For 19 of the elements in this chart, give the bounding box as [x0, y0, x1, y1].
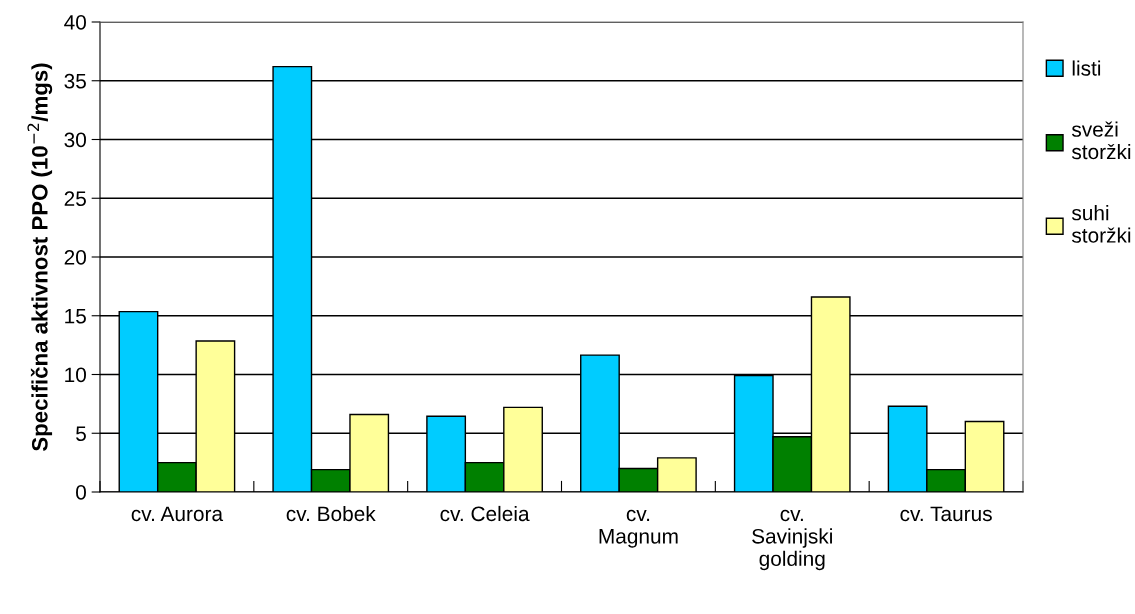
- y-tick-label: 40: [64, 15, 86, 30]
- y-tick-label: 5: [76, 426, 86, 441]
- y-tick-label: 10: [65, 367, 86, 383]
- y-tick-label: 20: [64, 250, 86, 265]
- y-tick-label: 0: [76, 485, 86, 500]
- y-axis-title: Specifična aktivnost PPO (10$^{−2}$/mgs): [27, 63, 53, 452]
- x-tick-label: cv. Aurora: [131, 506, 224, 522]
- x-tick-label: cv. Celeia: [440, 505, 530, 522]
- legend-label: listi: [1072, 60, 1101, 76]
- x-tick-label: cv. Savinjski golding: [752, 509, 832, 571]
- y-tick-label: 25: [64, 191, 86, 206]
- y-tick-label: 15: [65, 308, 86, 324]
- legend-label: sveži storžki: [1071, 121, 1131, 160]
- x-tick-label: cv. Magnum: [599, 509, 678, 548]
- x-tick-label: cv. Bobek: [286, 505, 376, 522]
- y-tick-label: 30: [64, 132, 86, 148]
- y-tick-label: 35: [64, 73, 86, 89]
- x-tick-label: cv. Taurus: [900, 506, 992, 522]
- legend-label: suhi storžki: [1071, 205, 1131, 243]
